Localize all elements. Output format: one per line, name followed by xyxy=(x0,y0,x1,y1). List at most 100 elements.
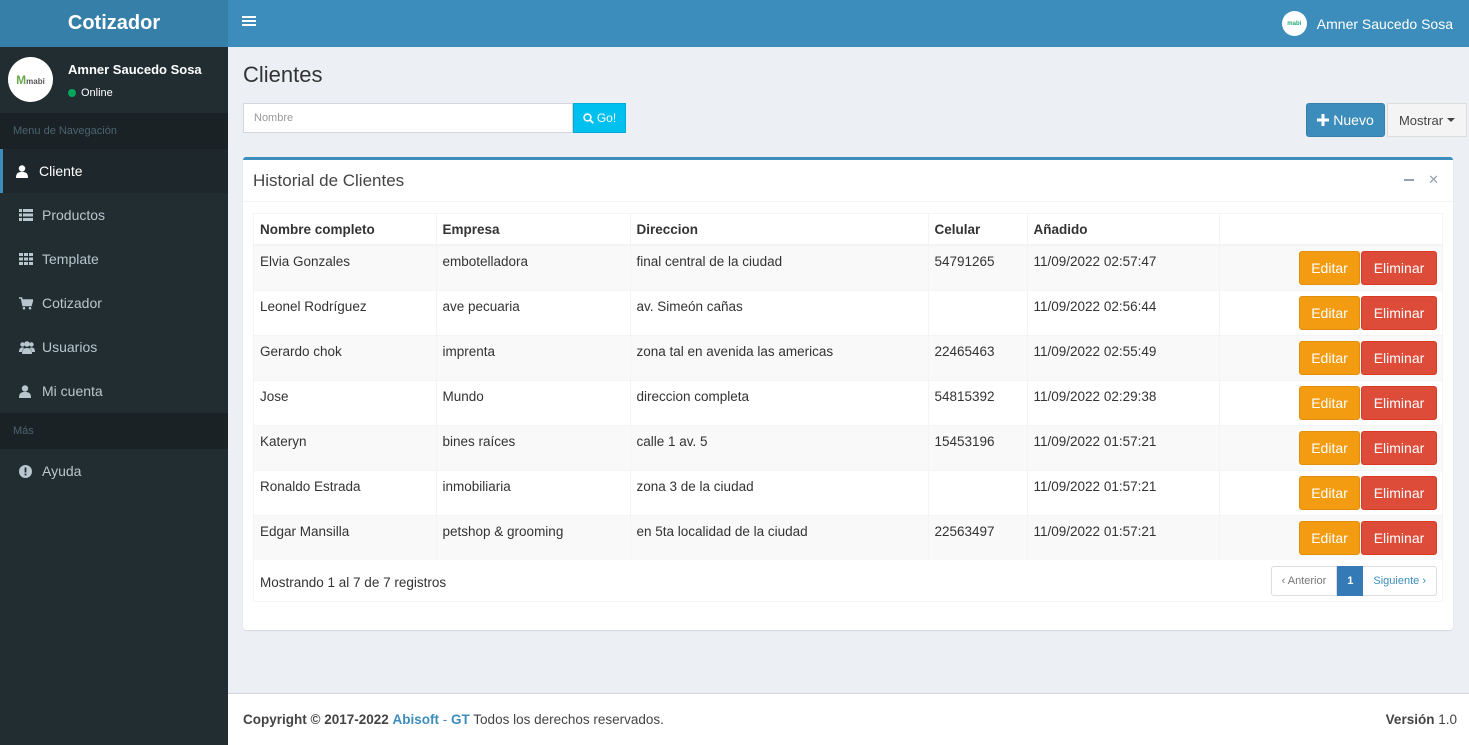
search-button-label: Go! xyxy=(596,111,617,125)
close-icon[interactable]: ✕ xyxy=(1428,172,1439,187)
users-icon xyxy=(19,340,39,354)
cell-celular: 54791265 xyxy=(928,244,1028,290)
cell-empresa: bines raíces xyxy=(436,424,631,470)
sidebar-toggle-icon[interactable] xyxy=(242,14,256,28)
grid-icon xyxy=(19,253,39,265)
cell-actions: Editar Eliminar xyxy=(1219,514,1442,560)
user-status: Online xyxy=(68,87,113,99)
edit-button[interactable]: Editar xyxy=(1299,340,1360,375)
edit-button[interactable]: Editar xyxy=(1299,385,1360,420)
column-header-celular[interactable]: Celular xyxy=(928,214,1028,246)
cell-celular: 22465463 xyxy=(928,334,1028,380)
cell-nombre: Edgar Mansilla xyxy=(254,514,437,560)
box-title: Historial de Clientes xyxy=(253,171,405,190)
cell-actions: Editar Eliminar xyxy=(1219,244,1442,290)
online-status-icon xyxy=(68,89,76,97)
table-row: Gerardo chok imprenta zona tal en avenida … xyxy=(254,334,1442,380)
column-header-actions xyxy=(1219,214,1442,246)
delete-button[interactable]: Eliminar xyxy=(1361,475,1437,510)
cell-actions: Editar Eliminar xyxy=(1219,334,1442,380)
search-input[interactable] xyxy=(243,103,573,133)
caret-down-icon xyxy=(1447,118,1456,122)
company-link[interactable]: Abisoft - GT xyxy=(392,712,470,727)
search-icon xyxy=(583,112,594,124)
column-header-direccion[interactable]: Direccion xyxy=(630,214,929,246)
cell-actions: Editar Eliminar xyxy=(1219,469,1442,515)
cell-direccion: direccion completa xyxy=(630,379,929,425)
cell-direccion: zona 3 de la ciudad xyxy=(630,469,929,515)
sidebar: Mmabi Amner Saucedo Sosa Online Menu de … xyxy=(0,47,228,745)
cell-anadido: 11/09/2022 01:57:21 xyxy=(1027,469,1220,515)
cell-celular xyxy=(928,469,1028,515)
cell-direccion: final central de la ciudad xyxy=(630,244,929,290)
delete-button[interactable]: Eliminar xyxy=(1361,430,1437,465)
sidebar-item-template[interactable]: Template xyxy=(0,237,228,281)
sidebar-header-more: Más xyxy=(0,413,228,449)
delete-button[interactable]: Eliminar xyxy=(1361,251,1437,285)
pagination-page-1[interactable]: 1 xyxy=(1337,566,1364,596)
column-header-empresa[interactable]: Empresa xyxy=(436,214,631,246)
cart-icon xyxy=(19,296,39,310)
edit-button[interactable]: Editar xyxy=(1299,295,1360,330)
sidebar-item-usuarios[interactable]: Usuarios xyxy=(0,325,228,369)
cell-empresa: petshop & grooming xyxy=(436,514,631,560)
edit-button[interactable]: Editar xyxy=(1299,475,1360,510)
box-tools: ✕ xyxy=(1404,171,1439,189)
cell-direccion: av. Simeón cañas xyxy=(630,289,929,335)
list-icon xyxy=(19,209,39,221)
clients-table-wrapper: Nombre completo Empresa Direccion Celula… xyxy=(253,213,1443,602)
sidebar-item-label: Cotizador xyxy=(42,295,102,311)
table-info: Mostrando 1 al 7 de 7 registros xyxy=(260,575,447,590)
cell-actions: Editar Eliminar xyxy=(1219,289,1442,335)
cell-celular xyxy=(928,289,1028,335)
table-header-row: Nombre completo Empresa Direccion Celula… xyxy=(254,214,1442,246)
delete-button[interactable]: Eliminar xyxy=(1361,520,1437,555)
table-row: Kateryn bines raíces calle 1 av. 5 15453196… xyxy=(254,424,1442,470)
avatar: mabi xyxy=(1281,11,1307,36)
sidebar-item-label: Template xyxy=(42,251,99,267)
edit-button[interactable]: Editar xyxy=(1299,251,1360,285)
pagination-next[interactable]: Siguiente › xyxy=(1363,566,1437,596)
exclamation-circle-icon xyxy=(19,464,39,478)
delete-button[interactable]: Eliminar xyxy=(1361,295,1437,330)
cell-empresa: ave pecuaria xyxy=(436,289,631,335)
version-label: Versión xyxy=(1385,712,1435,727)
avatar: Mmabi xyxy=(8,57,53,102)
app-brand[interactable]: Cotizador xyxy=(0,0,228,47)
cell-celular: 54815392 xyxy=(928,379,1028,425)
delete-button[interactable]: Eliminar xyxy=(1361,340,1437,375)
sidebar-item-cliente[interactable]: Cliente xyxy=(0,149,228,193)
column-header-anadido[interactable]: Añadido xyxy=(1027,214,1220,246)
cell-celular: 15453196 xyxy=(928,424,1028,470)
edit-button[interactable]: Editar xyxy=(1299,430,1360,465)
footer: Copyright © 2017-2022 Abisoft - GT Todos… xyxy=(228,693,1469,745)
user-menu[interactable]: mabi Amner Saucedo Sosa xyxy=(1281,0,1453,47)
collapse-icon[interactable] xyxy=(1404,179,1415,181)
sidebar-item-mi-cuenta[interactable]: Mi cuenta xyxy=(0,369,228,413)
delete-button[interactable]: Eliminar xyxy=(1361,385,1437,420)
sidebar-item-label: Productos xyxy=(42,207,106,223)
cell-direccion: zona tal en avenida las americas xyxy=(630,334,929,380)
search-button[interactable]: Go! xyxy=(573,103,626,133)
cell-nombre: Leonel Rodríguez xyxy=(254,289,437,335)
cell-anadido: 11/09/2022 02:29:38 xyxy=(1027,379,1220,425)
show-dropdown-button[interactable]: Mostrar xyxy=(1387,103,1467,137)
table-row: Leonel Rodríguez ave pecuaria av. Simeón c… xyxy=(254,289,1442,335)
sidebar-header-nav: Menu de Navegación xyxy=(0,113,228,149)
page-title: Clientes xyxy=(243,62,323,87)
sidebar-item-cotizador[interactable]: Cotizador xyxy=(0,281,228,325)
edit-button[interactable]: Editar xyxy=(1299,520,1360,555)
sidebar-item-label: Ayuda xyxy=(42,463,82,479)
user-icon xyxy=(19,384,39,398)
sidebar-item-productos[interactable]: Productos xyxy=(0,193,228,237)
column-header-nombre[interactable]: Nombre completo xyxy=(254,214,437,246)
show-dropdown-label: Mostrar xyxy=(1398,112,1444,128)
clients-table: Nombre completo Empresa Direccion Celula… xyxy=(254,214,1442,560)
cell-nombre: Gerardo chok xyxy=(254,334,437,380)
sidebar-item-ayuda[interactable]: Ayuda xyxy=(0,449,228,493)
cell-actions: Editar Eliminar xyxy=(1219,379,1442,425)
new-client-button[interactable]: Nuevo xyxy=(1306,103,1385,137)
pagination-prev[interactable]: ‹ Anterior xyxy=(1270,566,1338,596)
avatar-logo: Mmabi xyxy=(16,72,45,87)
cell-anadido: 11/09/2022 01:57:21 xyxy=(1027,514,1220,560)
